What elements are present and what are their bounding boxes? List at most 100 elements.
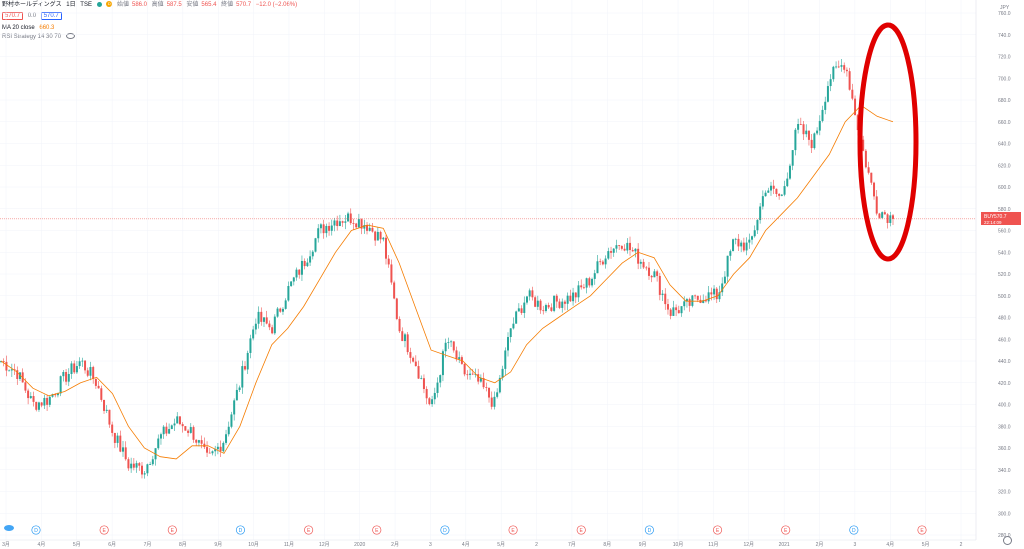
candle-body: [810, 139, 813, 149]
candle-body: [596, 261, 599, 274]
candle-body: [783, 186, 786, 195]
candle-body: [140, 465, 143, 475]
event-marker: [644, 525, 654, 535]
candle-body: [67, 373, 70, 382]
x-tick-label: 9月: [639, 542, 647, 548]
candle-body: [623, 248, 626, 251]
candle-body: [759, 206, 762, 221]
candle-body: [306, 262, 309, 267]
x-tick-label: 2: [960, 542, 963, 548]
candle-body: [349, 213, 352, 224]
candle-body: [279, 308, 282, 312]
ohlc-high-label: 高値: [151, 2, 164, 8]
event-marker-label: E: [307, 528, 311, 534]
event-marker-label: E: [920, 528, 924, 534]
ma-indicator-row[interactable]: MA 20 close 660.3: [2, 24, 57, 33]
eye-icon[interactable]: [65, 33, 75, 40]
settings-icon[interactable]: [1003, 536, 1012, 545]
candle-body: [428, 398, 431, 405]
sell-button[interactable]: 570.7: [2, 12, 24, 20]
dividend-icon: D: [106, 1, 113, 8]
chart-header-row: 野村ホールディングス 1日 TSE D 始値 586.0 高値 587.5 安値 56…: [2, 1, 300, 10]
price-badge-value: 570.7: [994, 214, 1007, 220]
candle-body: [704, 300, 707, 302]
candle-body: [265, 317, 268, 324]
candle-body: [482, 378, 485, 388]
event-marker: [235, 525, 246, 535]
candle-body: [97, 385, 100, 389]
candle-body: [721, 283, 724, 293]
candle-body: [357, 219, 360, 228]
y-tick-label: 540.0: [998, 250, 1011, 256]
candle-body: [845, 69, 848, 72]
event-marker: [849, 525, 859, 535]
candle-body: [515, 311, 518, 324]
event-marker-label: E: [716, 528, 720, 534]
candle-body: [40, 402, 43, 406]
candle-body: [507, 337, 510, 351]
candle-body: [786, 178, 789, 187]
candle-body: [295, 269, 298, 278]
candle-body: [826, 86, 829, 102]
candle-body: [417, 366, 420, 379]
candle-body: [0, 361, 2, 362]
candle-body: [726, 255, 729, 277]
candle-body: [582, 287, 585, 289]
candle-body: [352, 223, 355, 224]
interval[interactable]: 1日: [66, 2, 76, 8]
candle-body: [688, 299, 691, 306]
candle-body: [452, 341, 455, 351]
x-tick-label: 4月: [462, 542, 470, 548]
candle-body: [48, 396, 51, 405]
candle-body: [553, 295, 556, 311]
candle-body: [116, 435, 119, 443]
candle-body: [16, 370, 19, 379]
currency-label: JPY: [1000, 5, 1010, 11]
candle-body: [431, 399, 434, 405]
candle-body: [873, 182, 876, 197]
candle-body: [821, 109, 824, 121]
candle-body: [892, 215, 894, 219]
candle-body: [317, 228, 320, 239]
ohlc-close-label: 終値: [221, 2, 234, 8]
y-tick-label: 600.0: [998, 185, 1011, 191]
candle-body: [788, 165, 791, 179]
x-tick-label: 2020: [354, 542, 365, 548]
candle-body: [89, 367, 92, 376]
candle-body: [471, 373, 474, 375]
candle-body: [504, 350, 507, 369]
candle-body: [344, 221, 347, 223]
candle-body: [338, 221, 341, 227]
candle-body: [634, 248, 637, 252]
candle-body: [227, 426, 230, 435]
candle-body: [29, 396, 32, 399]
candle-body: [246, 352, 249, 370]
event-marker: [576, 525, 586, 535]
trade-buttons-row: 570.7 0.0 570.7: [2, 12, 65, 21]
candle-body: [189, 427, 192, 433]
candle-body: [162, 426, 165, 435]
candle-body: [197, 440, 200, 443]
candle-body: [222, 442, 225, 452]
ohlc-open-label: 始値: [116, 2, 129, 8]
strategy-row[interactable]: RSI Strategy 14 30 70: [2, 33, 78, 42]
candle-body: [100, 388, 103, 400]
candle-body: [436, 382, 439, 393]
buy-button[interactable]: 570.7: [40, 12, 62, 20]
candle-body: [328, 225, 331, 231]
candle-body: [577, 285, 580, 298]
candle-body: [124, 447, 127, 460]
candle-body: [555, 295, 558, 302]
candle-body: [379, 231, 382, 240]
candle-body: [601, 261, 604, 265]
candle-body: [599, 261, 602, 263]
candle-body: [498, 377, 501, 393]
x-tick-label: 2021: [779, 542, 790, 548]
price-axis: 280.0300.0320.0340.0360.0380.0400.0420.0…: [975, 0, 1011, 540]
y-tick-label: 560.0: [998, 229, 1011, 235]
candle-body: [35, 401, 38, 410]
candle-body: [51, 394, 54, 397]
x-tick-label: 11月: [284, 542, 294, 548]
event-marker-label: D: [443, 528, 447, 534]
